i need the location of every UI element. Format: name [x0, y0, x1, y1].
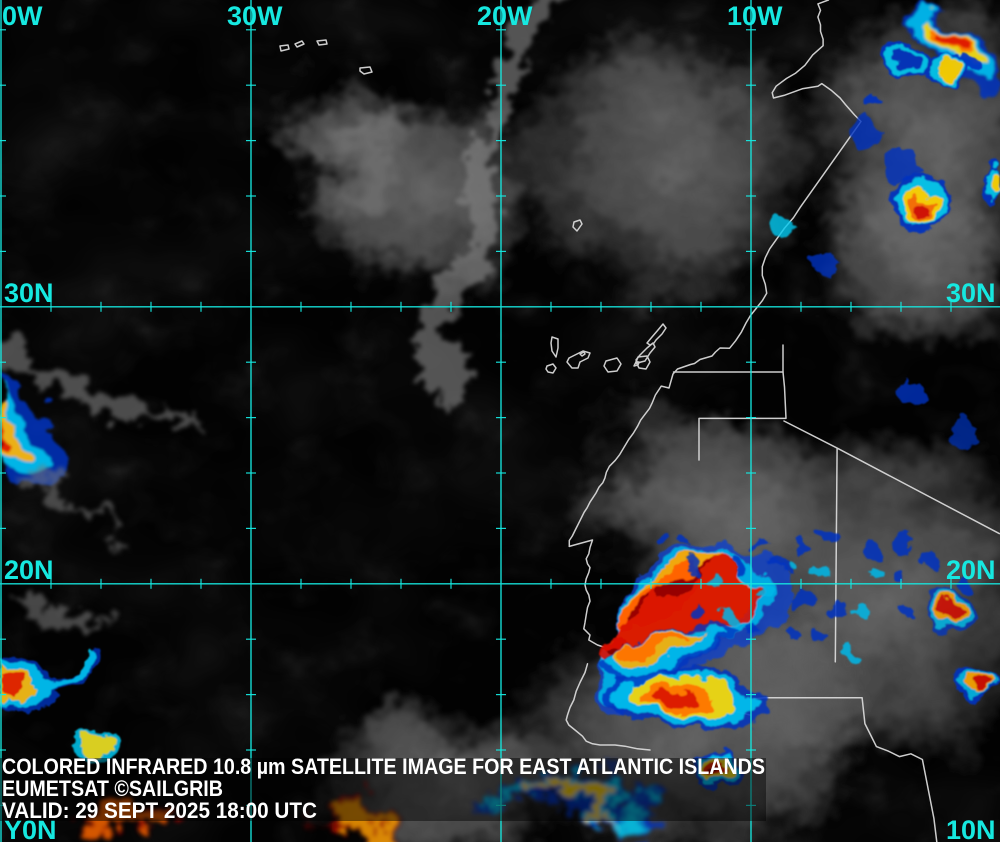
svg-text:30N: 30N [946, 278, 996, 308]
svg-text:30N: 30N [4, 278, 54, 308]
svg-text:20W: 20W [477, 1, 533, 31]
svg-text:20N: 20N [4, 555, 54, 585]
svg-text:10N: 10N [946, 815, 996, 842]
svg-text:VALID: 29 SEPT 2025 18:00 UTC: VALID: 29 SEPT 2025 18:00 UTC [2, 798, 317, 823]
svg-text:20N: 20N [946, 555, 996, 585]
svg-text:30W: 30W [227, 1, 283, 31]
svg-text:10W: 10W [727, 1, 783, 31]
svg-text:0W: 0W [2, 1, 43, 31]
